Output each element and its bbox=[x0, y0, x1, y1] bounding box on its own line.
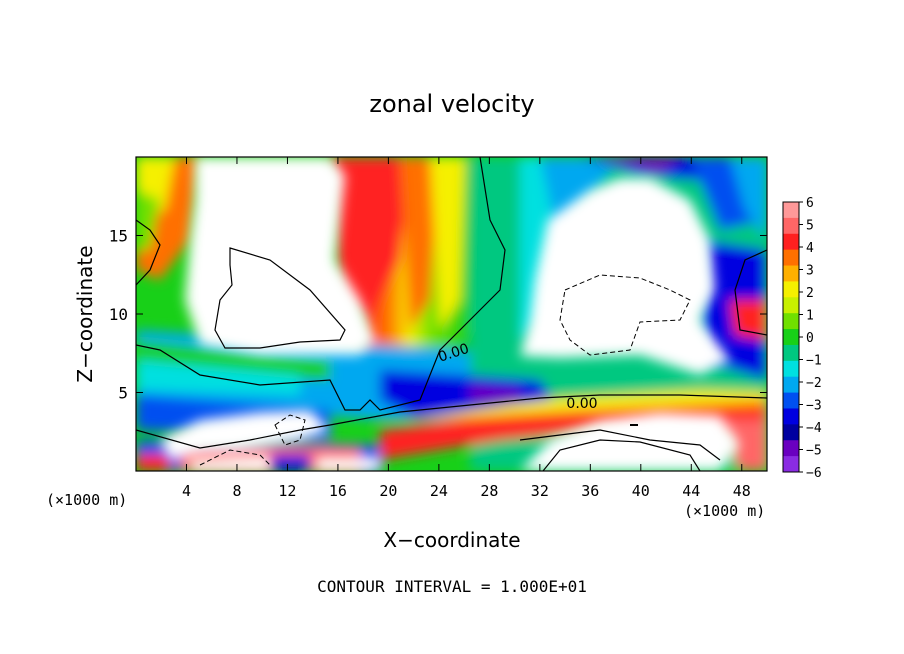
x-tick-label: 16 bbox=[329, 482, 347, 500]
colorbar-swatch bbox=[783, 440, 799, 457]
x-axis: 4 8 12 16 20 24 28 32 36 40 44 48 bbox=[182, 157, 751, 500]
colorbar-tick-label: 3 bbox=[806, 264, 814, 279]
contour-interval-note: CONTOUR INTERVAL = 1.000E+01 bbox=[317, 577, 587, 596]
colorbar-swatch bbox=[783, 313, 799, 330]
x-tick-label: 8 bbox=[232, 482, 241, 500]
colorbar-tick-label: −5 bbox=[806, 444, 822, 459]
colorbar-swatch bbox=[783, 233, 799, 251]
colorbar-swatch bbox=[783, 281, 799, 298]
x-unit-left: (×1000 m) bbox=[46, 491, 127, 509]
x-tick-label: 48 bbox=[733, 482, 751, 500]
colorbar-tick-label: 0 bbox=[806, 331, 814, 346]
x-tick-label: 36 bbox=[581, 482, 599, 500]
x-tick-label: 12 bbox=[278, 482, 296, 500]
x-tick-label: 44 bbox=[682, 482, 700, 500]
heatmap-field bbox=[136, 157, 767, 471]
x-tick-label: 24 bbox=[430, 482, 448, 500]
colorbar-swatch bbox=[783, 376, 799, 394]
colorbar-tick-label: −3 bbox=[806, 399, 822, 414]
colorbar-tick-label: 6 bbox=[806, 196, 814, 211]
y-tick-label: 10 bbox=[109, 305, 128, 324]
x-tick-label: 20 bbox=[379, 482, 397, 500]
y-axis-label: Z−coordinate bbox=[73, 245, 97, 382]
colorbar-tick-label: −1 bbox=[806, 354, 822, 369]
colorbar-swatch bbox=[783, 329, 799, 346]
colorbar-tick-label: −4 bbox=[806, 421, 822, 436]
x-axis-label: X−coordinate bbox=[383, 528, 520, 552]
colorbar-swatch bbox=[783, 408, 799, 425]
colorbar-swatch bbox=[783, 249, 799, 267]
y-tick-label: 15 bbox=[109, 227, 128, 246]
y-axis: 5 10 15 bbox=[109, 227, 767, 403]
colorbar-swatch bbox=[783, 344, 799, 362]
colorbar-swatch bbox=[783, 424, 799, 441]
colorbar-tick-label: −6 bbox=[806, 466, 822, 481]
x-tick-label: 40 bbox=[632, 482, 650, 500]
x-tick-label: 28 bbox=[480, 482, 498, 500]
y-tick-label: 5 bbox=[118, 384, 128, 403]
colorbar-swatch bbox=[783, 217, 799, 235]
contour-label: 0.00 bbox=[566, 396, 597, 412]
colorbar-tick-label: 2 bbox=[806, 286, 814, 301]
colorbar-swatch bbox=[783, 297, 799, 314]
colorbar-tick-label: 1 bbox=[806, 309, 814, 324]
chart-title: zonal velocity bbox=[369, 90, 534, 118]
colorbar-swatch bbox=[783, 360, 799, 378]
colorbar-tick-label: −2 bbox=[806, 376, 822, 391]
colorbar-swatch bbox=[783, 202, 799, 219]
x-unit-right: (×1000 m) bbox=[684, 502, 765, 520]
x-tick-label: 32 bbox=[531, 482, 549, 500]
colorbar: 6 5 4 3 2 1 0 −1 −2 −3 −4 −5 −6 bbox=[782, 196, 822, 481]
colorbar-tick-label: 4 bbox=[806, 241, 814, 256]
colorbar-swatch bbox=[783, 392, 799, 409]
colorbar-tick-label: 5 bbox=[806, 219, 814, 234]
x-tick-label: 4 bbox=[182, 482, 191, 500]
colorbar-swatch bbox=[783, 265, 799, 282]
colorbar-swatch bbox=[783, 456, 799, 473]
